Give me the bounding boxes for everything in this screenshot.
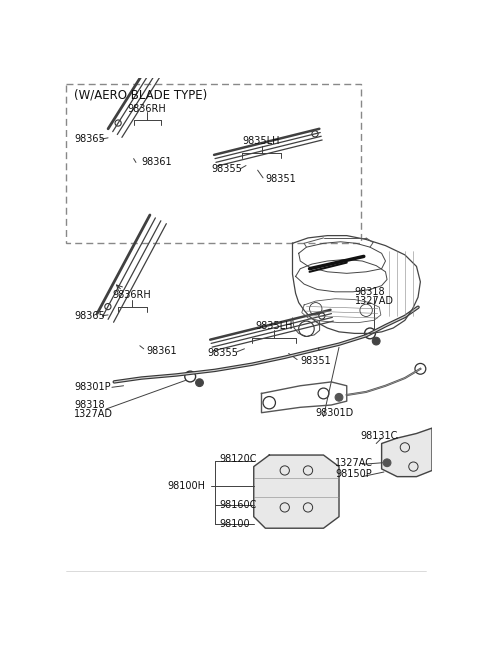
Text: 98361: 98361 bbox=[142, 157, 172, 167]
Polygon shape bbox=[382, 428, 432, 477]
Text: 9835LH: 9835LH bbox=[243, 136, 280, 146]
Text: 98100H: 98100H bbox=[167, 481, 205, 491]
Text: 98160C: 98160C bbox=[219, 500, 256, 510]
Circle shape bbox=[372, 337, 380, 345]
Text: 98318: 98318 bbox=[355, 287, 385, 297]
Text: 1327AC: 1327AC bbox=[335, 457, 373, 468]
Text: 9835LH: 9835LH bbox=[255, 321, 293, 330]
Text: 98301D: 98301D bbox=[316, 408, 354, 418]
Text: 98100: 98100 bbox=[219, 519, 250, 529]
Text: 98131C: 98131C bbox=[360, 431, 398, 441]
Text: 98355: 98355 bbox=[211, 164, 242, 174]
Text: 98318: 98318 bbox=[74, 400, 105, 410]
Text: 98351: 98351 bbox=[265, 174, 296, 185]
Circle shape bbox=[196, 379, 204, 386]
Text: 98355: 98355 bbox=[207, 347, 238, 358]
Text: 98365: 98365 bbox=[74, 134, 105, 145]
Text: 98120C: 98120C bbox=[219, 454, 256, 464]
Polygon shape bbox=[254, 455, 339, 528]
Text: 98351: 98351 bbox=[300, 356, 331, 366]
Text: 9836RH: 9836RH bbox=[113, 290, 152, 300]
Text: 98150P: 98150P bbox=[335, 469, 372, 480]
Text: 1327AD: 1327AD bbox=[74, 410, 113, 419]
Text: 98301P: 98301P bbox=[74, 382, 110, 392]
Text: (W/AERO BLADE TYPE): (W/AERO BLADE TYPE) bbox=[74, 88, 207, 101]
Text: 1327AD: 1327AD bbox=[355, 296, 394, 306]
Circle shape bbox=[335, 393, 343, 401]
Text: 9836RH: 9836RH bbox=[127, 104, 166, 113]
Text: 98365: 98365 bbox=[74, 312, 105, 321]
Circle shape bbox=[383, 459, 391, 467]
Text: 98361: 98361 bbox=[147, 346, 178, 356]
